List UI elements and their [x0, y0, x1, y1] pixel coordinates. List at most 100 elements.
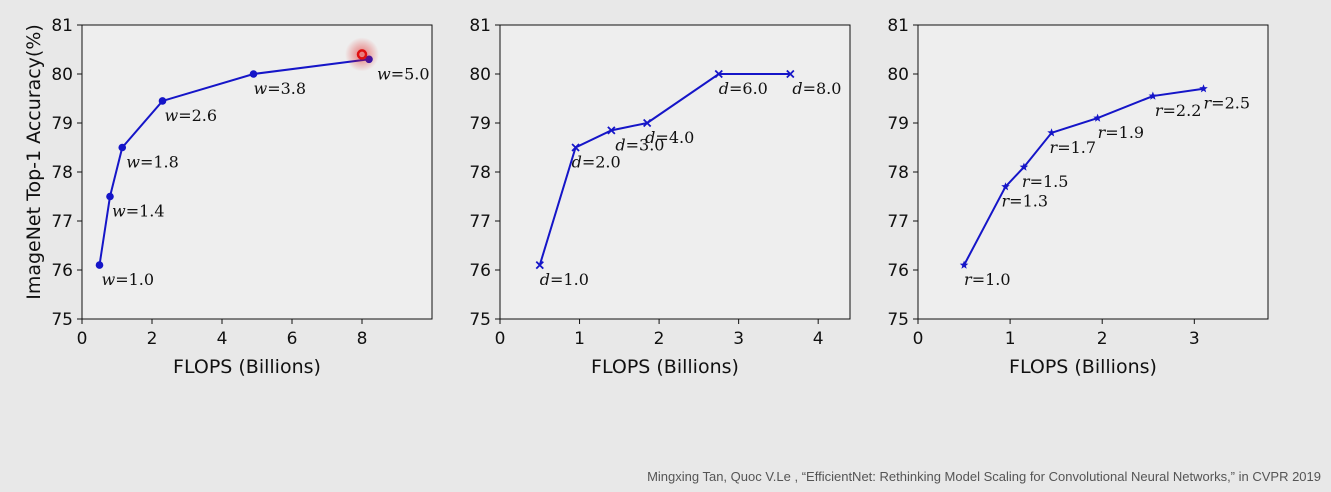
- x-tick-label: 1: [574, 329, 585, 349]
- data-label-value: =1.0: [115, 270, 154, 289]
- data-label-value: =1.8: [140, 153, 179, 172]
- data-label-var: r: [1050, 138, 1059, 157]
- y-tick-label: 75: [887, 310, 909, 330]
- data-label: r=1.9: [1098, 123, 1145, 142]
- data-label: d=8.0: [792, 79, 841, 98]
- x-tick-label: 8: [357, 329, 368, 349]
- data-point: [1199, 84, 1208, 93]
- y-tick-label: 79: [887, 114, 909, 134]
- y-tick-label: 79: [51, 114, 73, 134]
- data-label-var: d: [719, 79, 729, 98]
- data-point: [1001, 182, 1010, 191]
- data-point: [959, 260, 969, 269]
- y-tick-label: 77: [469, 212, 491, 232]
- data-label-var: r: [1155, 101, 1164, 120]
- y-tick-label: 78: [51, 163, 73, 183]
- y-tick-label: 78: [887, 163, 909, 183]
- data-label-var: r: [964, 270, 973, 289]
- data-label-value: =5.0: [391, 64, 430, 83]
- data-label-var: d: [792, 79, 802, 98]
- data-label: r=1.3: [1002, 192, 1049, 211]
- data-label: r=1.0: [964, 270, 1011, 289]
- y-tick-label: 80: [469, 65, 491, 85]
- y-tick-label: 76: [51, 261, 73, 281]
- data-label-value: =1.5: [1030, 172, 1069, 191]
- x-axis-label: FLOPS (Billions): [173, 356, 321, 378]
- data-label-value: =2.0: [582, 153, 621, 172]
- data-label: d=3.0: [615, 135, 664, 154]
- data-label-var: w: [112, 202, 126, 221]
- y-tick-label: 81: [51, 16, 73, 36]
- y-tick-label: 76: [887, 261, 909, 281]
- data-label: d=6.0: [719, 79, 768, 98]
- data-label-value: =1.0: [972, 270, 1011, 289]
- data-point: [1047, 128, 1056, 137]
- data-point: [607, 126, 616, 135]
- x-tick-label: 4: [813, 329, 824, 349]
- plot-frame: [917, 24, 1269, 320]
- data-point: [158, 97, 167, 105]
- data-point: [1148, 91, 1158, 100]
- data-label: r=1.5: [1022, 172, 1069, 191]
- data-label-var: r: [1002, 192, 1011, 211]
- x-tick-label: 1: [1005, 329, 1016, 349]
- data-label-var: w: [377, 64, 391, 83]
- data-label-var: r: [1022, 172, 1031, 191]
- y-tick-label: 75: [51, 310, 73, 330]
- data-label: w=2.6: [165, 106, 218, 125]
- x-tick-label: 2: [1097, 329, 1108, 349]
- y-axis-label: ImageNet Top-1 Accuracy(%): [23, 24, 45, 300]
- data-label: w=5.0: [377, 64, 430, 83]
- data-label: r=1.7: [1050, 138, 1097, 157]
- data-label-value: =2.5: [1211, 94, 1250, 113]
- citation-text: Mingxing Tan, Quoc V.Le , “EfficientNet:…: [647, 469, 1321, 484]
- data-label-value: =6.0: [729, 79, 768, 98]
- x-axis-label: FLOPS (Billions): [591, 356, 739, 378]
- data-point: [106, 192, 114, 201]
- data-label-var: d: [615, 135, 625, 154]
- x-tick-label: 2: [147, 329, 158, 349]
- pointer-highlight-glow: [345, 37, 379, 72]
- data-label: r=2.2: [1155, 101, 1202, 120]
- y-tick-label: 78: [469, 163, 491, 183]
- data-label: w=1.0: [102, 270, 155, 289]
- data-point: [786, 69, 795, 79]
- y-tick-label: 81: [887, 16, 909, 36]
- data-label-var: w: [165, 106, 179, 125]
- data-label-value: =1.9: [1105, 123, 1144, 142]
- data-point: [1019, 162, 1029, 171]
- y-tick-label: 77: [51, 212, 73, 232]
- y-tick-label: 76: [469, 261, 491, 281]
- data-label-var: d: [572, 153, 582, 172]
- data-point: [535, 260, 544, 270]
- data-point: [249, 70, 258, 78]
- x-tick-label: 0: [913, 329, 924, 349]
- data-point: [1093, 113, 1102, 122]
- data-label: w=1.4: [112, 202, 165, 221]
- series-line: [98, 58, 370, 266]
- data-label-value: =1.0: [550, 270, 589, 289]
- data-label: d=2.0: [572, 153, 621, 172]
- data-label: d=4.0: [645, 128, 694, 147]
- data-label-value: =1.4: [126, 202, 165, 221]
- y-tick-label: 81: [469, 16, 491, 36]
- data-label-var: r: [1098, 123, 1107, 142]
- plot-frame: [499, 24, 851, 320]
- data-point: [95, 261, 104, 269]
- x-tick-label: 2: [654, 329, 665, 349]
- data-label-var: d: [540, 270, 550, 289]
- data-label: w=1.8: [126, 153, 179, 172]
- x-axis-label: FLOPS (Billions): [1009, 356, 1157, 378]
- x-tick-label: 3: [1189, 329, 1200, 349]
- data-point: [643, 118, 652, 128]
- data-label-var: r: [1204, 94, 1213, 113]
- x-tick-label: 4: [217, 329, 228, 349]
- chart-panel-1: 75 76 77 78 79 80 81 0 2 4 6 8 FLOPS (Billions) Image…: [23, 16, 433, 378]
- y-tick-label: 75: [469, 310, 491, 330]
- y-tick-label: 77: [887, 212, 909, 232]
- data-label-value: =3.8: [267, 79, 306, 98]
- data-label-value: =1.3: [1009, 192, 1048, 211]
